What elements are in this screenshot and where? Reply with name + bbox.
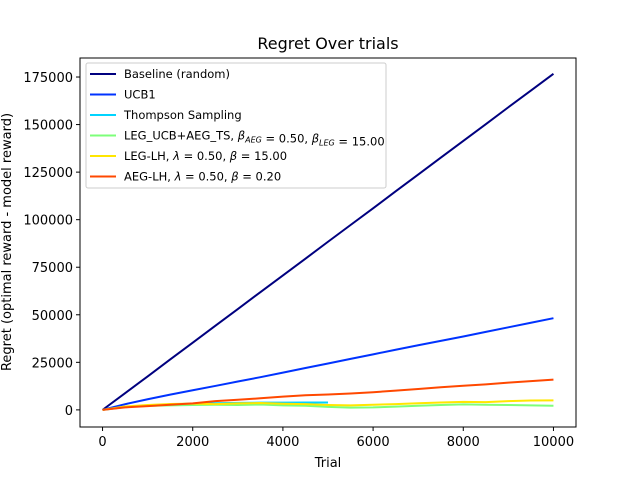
y-tick-label: 50000 — [32, 309, 73, 324]
y-tick-label: 75000 — [32, 261, 73, 276]
legend-box — [85, 62, 387, 189]
series-line-6 — [102, 378, 554, 411]
legend-text-part: LEG-LH, — [124, 149, 173, 163]
x-tick-label: 10000 — [533, 435, 574, 450]
legend-text-part: = 0.20 — [239, 170, 282, 184]
legend-label-2: UCB1 — [124, 88, 156, 102]
y-tick-label: 175000 — [23, 71, 73, 86]
y-tick-label: 125000 — [23, 166, 73, 181]
legend-text-part: LEG_UCB+AEG_TS, — [124, 129, 238, 143]
legend: Baseline (random) UCB1 Thompson Sampling LE… — [85, 62, 387, 189]
x-axis-ticks: 0 2000 4000 6000 8000 10000 — [98, 427, 574, 450]
y-axis-label: Regret (optimal reward - model reward) — [0, 113, 15, 371]
x-tick-label: 0 — [98, 435, 106, 450]
legend-text-part: β — [311, 132, 319, 146]
x-tick-label: 8000 — [447, 435, 480, 450]
legend-label-4: LEG_UCB+AEG_TS, βAEG = 0.50, βLEG = 15.0… — [124, 129, 385, 149]
legend-subscript: AEG — [244, 136, 262, 145]
plot-frame — [79, 57, 577, 428]
legend-label-1: Baseline (random) — [124, 67, 230, 81]
y-tick-label: 100000 — [23, 214, 73, 229]
legend-text-part: = 0.50, — [180, 149, 230, 163]
legend-subscript: LEG — [319, 139, 335, 148]
y-tick-label: 25000 — [32, 356, 73, 371]
legend-text-part: Baseline (random) — [124, 67, 230, 81]
legend-text-part: Thompson Sampling — [123, 108, 242, 122]
series-line-2 — [102, 317, 554, 411]
series-line-1 — [101, 72, 555, 411]
y-axis-ticks: 0 25000 50000 75000 100000 125000 150000 175000 — [23, 71, 80, 419]
legend-label-5: LEG-LH, λ = 0.50, β = 15.00 — [124, 149, 287, 163]
legend-text-part: β — [230, 170, 238, 184]
legend-text-part: = 0.50, — [181, 170, 231, 184]
x-tick-label: 4000 — [266, 435, 299, 450]
legend-label-3: Thompson Sampling — [123, 108, 242, 122]
x-tick-label: 6000 — [357, 435, 390, 450]
legend-text-part: AEG-LH, — [124, 170, 175, 184]
x-axis-label: Trial — [314, 456, 342, 471]
legend-text-part: UCB1 — [124, 88, 156, 102]
legend-label-6: AEG-LH, λ = 0.50, β = 0.20 — [124, 170, 281, 184]
legend-text-part: β — [237, 129, 245, 143]
legend-text-part: = 15.00 — [237, 149, 287, 163]
chart-title: Regret Over trials — [257, 34, 398, 53]
x-tick-label: 2000 — [176, 435, 209, 450]
y-tick-label: 0 — [65, 404, 73, 419]
legend-text-part: λ — [172, 149, 180, 163]
legend-text-part: = 0.50, — [262, 132, 312, 146]
y-tick-label: 150000 — [23, 119, 73, 134]
plot-lines — [101, 72, 555, 411]
legend-text-part: λ — [174, 170, 182, 184]
legend-text-part: = 15.00 — [335, 135, 385, 149]
legend-text-part: β — [229, 149, 237, 163]
